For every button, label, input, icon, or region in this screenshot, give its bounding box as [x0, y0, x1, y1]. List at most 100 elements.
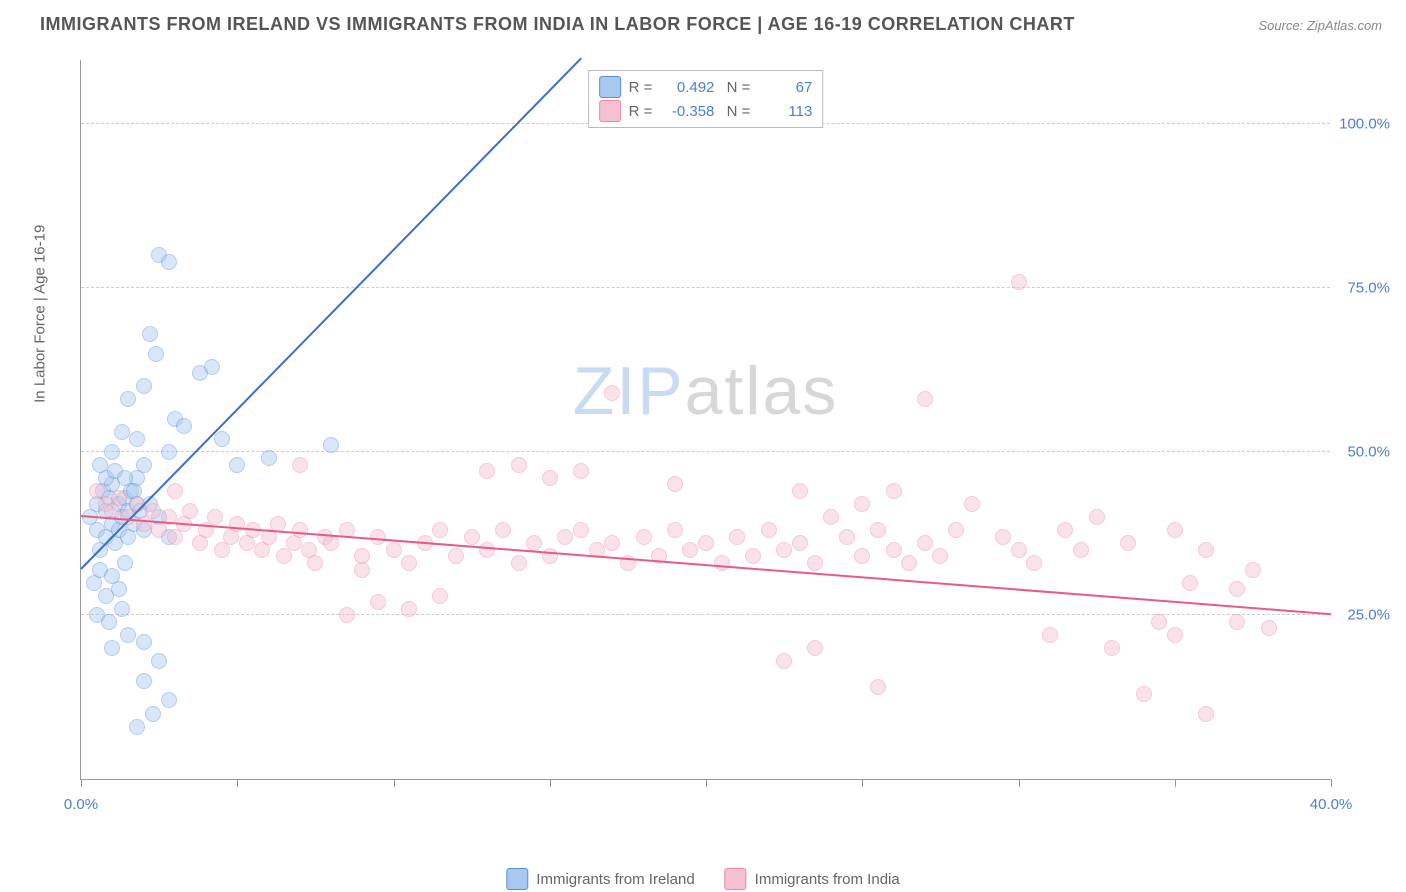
scatter-point [854, 548, 870, 564]
scatter-point [136, 673, 152, 689]
x-tick [550, 779, 551, 787]
scatter-point [1198, 542, 1214, 558]
scatter-point [354, 562, 370, 578]
x-tick [81, 779, 82, 787]
source-attribution: Source: ZipAtlas.com [1258, 18, 1382, 33]
x-tick [1019, 779, 1020, 787]
scatter-point [1198, 706, 1214, 722]
scatter-point [92, 457, 108, 473]
scatter-point [1073, 542, 1089, 558]
gridline [81, 614, 1330, 615]
scatter-point [854, 496, 870, 512]
scatter-point [104, 640, 120, 656]
scatter-point [573, 463, 589, 479]
scatter-point [370, 594, 386, 610]
legend-row-ireland: R = 0.492 N = 67 [599, 75, 813, 99]
scatter-point [901, 555, 917, 571]
scatter-point [839, 529, 855, 545]
scatter-point [526, 535, 542, 551]
scatter-point [495, 522, 511, 538]
scatter-point [104, 444, 120, 460]
scatter-point [511, 457, 527, 473]
legend-r-label: R = [629, 103, 653, 120]
scatter-point [307, 555, 323, 571]
legend-label: Immigrants from Ireland [536, 871, 694, 888]
scatter-point [761, 522, 777, 538]
scatter-point [161, 692, 177, 708]
scatter-point [1229, 581, 1245, 597]
scatter-point [136, 378, 152, 394]
legend-n-label: N = [722, 79, 750, 96]
scatter-point [1182, 575, 1198, 591]
legend-row-india: R = -0.358 N = 113 [599, 99, 813, 123]
y-tick-label: 100.0% [1339, 116, 1390, 133]
scatter-point [511, 555, 527, 571]
scatter-point [1136, 686, 1152, 702]
scatter-point [1089, 509, 1105, 525]
legend-n-value: 113 [758, 103, 812, 120]
scatter-point [120, 627, 136, 643]
scatter-point [401, 601, 417, 617]
scatter-point [151, 653, 167, 669]
scatter-point [886, 483, 902, 499]
correlation-legend: R = 0.492 N = 67 R = -0.358 N = 113 [588, 70, 824, 128]
scatter-point [1167, 522, 1183, 538]
legend-item-ireland: Immigrants from Ireland [506, 868, 694, 890]
scatter-point [114, 424, 130, 440]
trend-line [80, 57, 581, 569]
scatter-point [948, 522, 964, 538]
scatter-point [1011, 542, 1027, 558]
legend-r-label: R = [629, 79, 653, 96]
scatter-point [370, 529, 386, 545]
scatter-point [145, 503, 161, 519]
scatter-point [323, 535, 339, 551]
scatter-point [1011, 274, 1027, 290]
scatter-point [114, 601, 130, 617]
watermark-zip: ZIP [573, 353, 685, 429]
scatter-point [995, 529, 1011, 545]
scatter-point [667, 522, 683, 538]
scatter-point [698, 535, 714, 551]
chart-container: In Labor Force | Age 16-19 ZIPatlas R = … [50, 50, 1370, 810]
scatter-point [1261, 620, 1277, 636]
scatter-point [182, 503, 198, 519]
scatter-point [1245, 562, 1261, 578]
y-axis-label: In Labor Force | Age 16-19 [32, 225, 49, 403]
scatter-point [464, 529, 480, 545]
scatter-point [117, 555, 133, 571]
scatter-point [823, 509, 839, 525]
scatter-point [323, 437, 339, 453]
legend-n-label: N = [722, 103, 750, 120]
scatter-point [745, 548, 761, 564]
scatter-point [714, 555, 730, 571]
scatter-point [1151, 614, 1167, 630]
scatter-point [792, 535, 808, 551]
legend-label: Immigrants from India [755, 871, 900, 888]
swatch-india-icon [599, 100, 621, 122]
x-tick [394, 779, 395, 787]
swatch-india-icon [725, 868, 747, 890]
scatter-point [479, 542, 495, 558]
x-tick-label: 40.0% [1310, 796, 1353, 813]
scatter-point [886, 542, 902, 558]
scatter-point [142, 326, 158, 342]
scatter-point [339, 607, 355, 623]
scatter-point [870, 522, 886, 538]
scatter-point [161, 444, 177, 460]
scatter-point [807, 640, 823, 656]
scatter-point [207, 509, 223, 525]
scatter-point [1026, 555, 1042, 571]
scatter-point [204, 359, 220, 375]
scatter-point [261, 450, 277, 466]
scatter-point [604, 385, 620, 401]
scatter-point [729, 529, 745, 545]
scatter-point [1104, 640, 1120, 656]
trend-line [81, 515, 1331, 615]
x-tick [237, 779, 238, 787]
scatter-point [401, 555, 417, 571]
scatter-point [129, 431, 145, 447]
scatter-point [448, 548, 464, 564]
scatter-point [101, 614, 117, 630]
scatter-point [964, 496, 980, 512]
scatter-point [145, 706, 161, 722]
